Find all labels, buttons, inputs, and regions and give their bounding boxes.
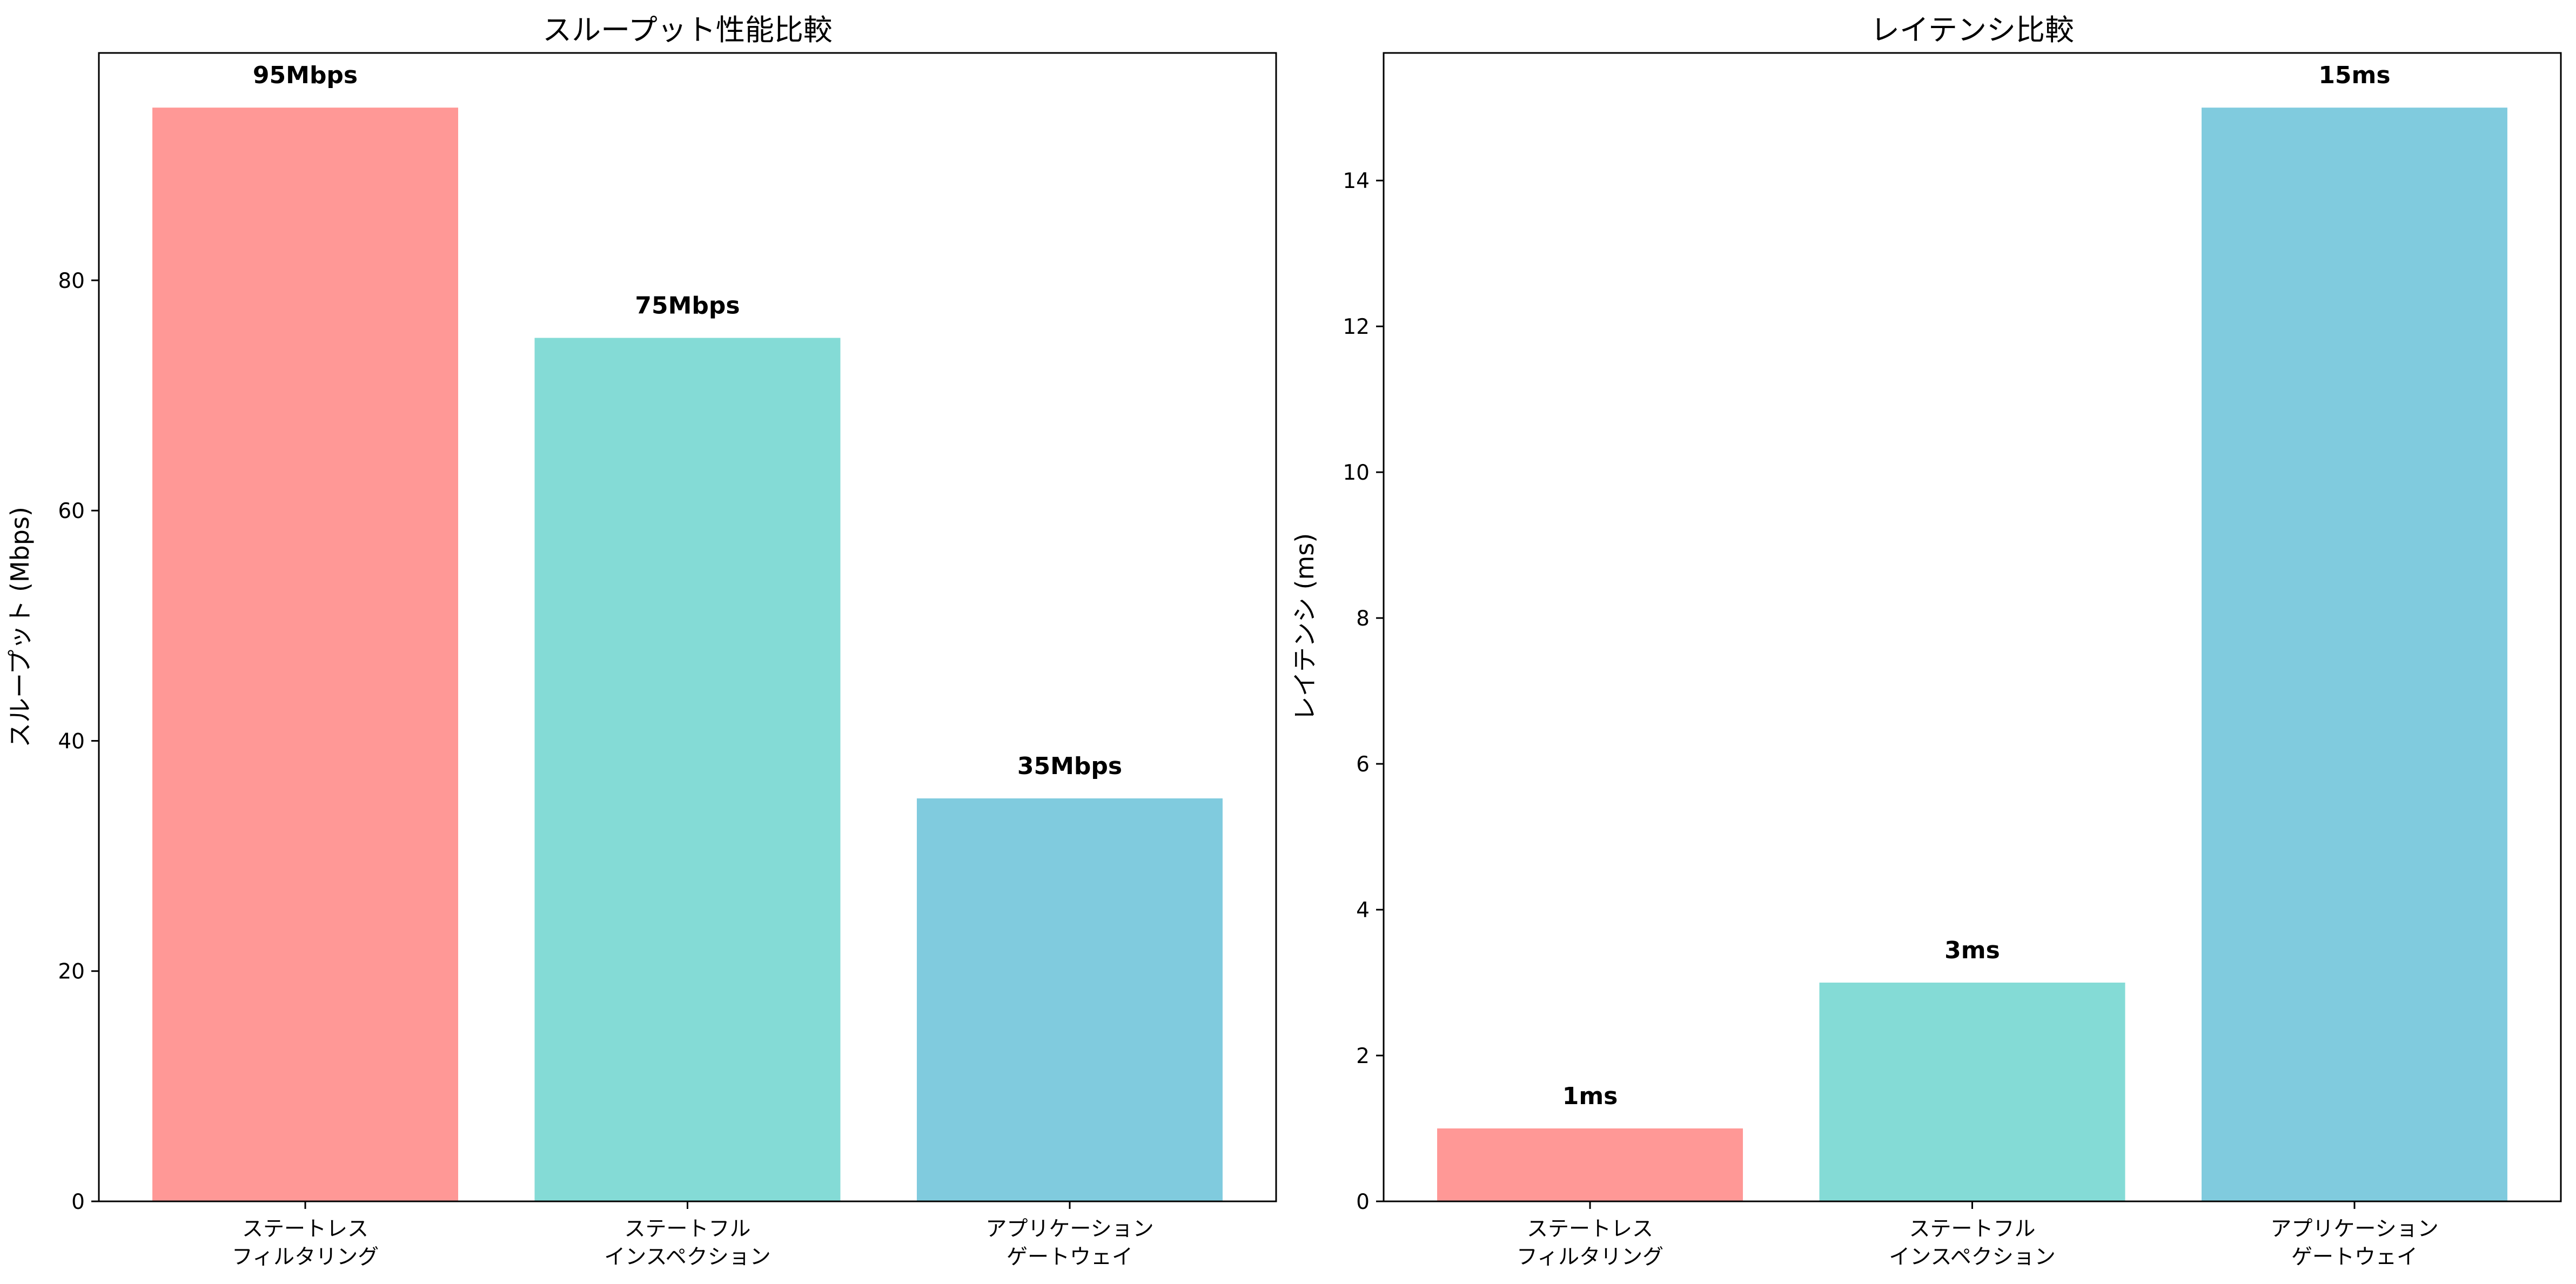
x-tick-label-2: ステートフルインスペクション [1889,1217,2056,1269]
x-tick-label-2: ステートフルインスペクション [604,1217,771,1269]
data-label-2: 3ms [1944,937,2000,964]
chart-1: 95Mbps ステートレスフィルタリング 75Mbps ステートフルインスペクション 3… [5,13,1277,1269]
x-tick-label-3: アプリケーションゲートウェイ [985,1217,1153,1269]
data-label-2: 75Mbps [635,292,740,320]
y-tick-label-2: 4 [1356,898,1370,923]
y-tick-label-5: 10 [1343,461,1370,485]
bar-2 [534,338,841,1201]
chart-title: レイテンシ比較 [1870,13,2074,47]
x-tick-label-3: アプリケーションゲートウェイ [2270,1217,2438,1269]
chart-2: 1ms ステートレスフィルタリング 3ms ステートフルインスペクション 15ms アプリ… [1290,13,2562,1269]
x-tick-label-line: フィルタリング [1517,1245,1663,1269]
x-tick-label-1: ステートレスフィルタリング [1517,1217,1663,1269]
x-tick-label-1: ステートレスフィルタリング [232,1217,379,1269]
y-tick-label-1: 20 [58,960,85,984]
y-tick-label-3: 60 [58,499,85,523]
y-tick-label-7: 14 [1343,169,1370,193]
x-tick-label-line: インスペクション [1889,1245,2056,1269]
bar-1 [1437,1128,1743,1201]
x-tick-label-line: ステートフル [1909,1217,2035,1241]
plot-frame [1383,52,2562,1202]
y-tick-label-0: 0 [1356,1190,1370,1214]
x-tick-label-line: アプリケーション [985,1217,1153,1241]
bar-1 [152,107,459,1202]
y-axis-label: スループット (Mbps) [5,507,35,748]
chart-title: スループット性能比較 [542,13,833,47]
y-tick-label-6: 12 [1343,315,1370,339]
bar-3 [2201,107,2507,1202]
y-tick-label-2: 40 [58,729,85,754]
x-tick-label-line: アプリケーション [2270,1217,2438,1241]
data-label-1: 95Mbps [253,62,358,89]
data-label-1: 1ms [1562,1083,1618,1110]
x-tick-label-line: ゲートウェイ [2291,1245,2418,1269]
x-tick-label-line: インスペクション [604,1245,771,1269]
x-tick-label-line: ステートレス [1527,1217,1653,1241]
x-tick-label-line: フィルタリング [232,1245,379,1269]
y-tick-label-0: 0 [71,1190,85,1214]
y-tick-label-1: 2 [1356,1044,1370,1068]
bar-2 [1819,983,2125,1201]
plot-frame [98,52,1277,1202]
y-tick-label-4: 80 [58,269,85,293]
y-axis-label: レイテンシ (ms) [1290,533,1319,721]
x-tick-label-line: ステートフル [624,1217,750,1241]
y-tick-label-3: 6 [1356,752,1370,777]
y-tick-label-4: 8 [1356,607,1370,631]
data-label-3: 15ms [2318,62,2390,89]
x-tick-label-line: ステートレス [242,1217,368,1241]
bar-3 [916,798,1223,1201]
data-label-3: 35Mbps [1017,752,1122,780]
x-tick-label-line: ゲートウェイ [1007,1245,1133,1269]
